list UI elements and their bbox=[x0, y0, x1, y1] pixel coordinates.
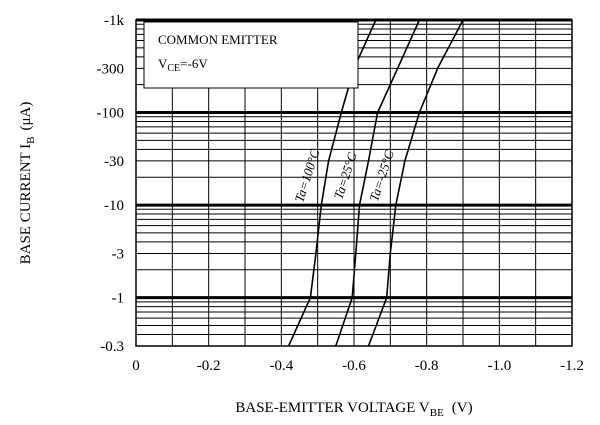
y-axis-title: BASE CURRENT IB (μA) bbox=[18, 102, 37, 265]
x-axis-title: BASE-EMITTER VOLTAGE VBE (V) bbox=[235, 400, 472, 419]
series-label: Ta=-25°C bbox=[366, 148, 397, 203]
y-axis-title-sub: B bbox=[25, 136, 37, 143]
x-axis-title-unit: (V) bbox=[452, 400, 473, 416]
legend-line-2: VCE=-6V bbox=[158, 56, 208, 74]
x-tick-label: -0.2 bbox=[197, 358, 221, 374]
y-tick-label: -3 bbox=[112, 246, 125, 262]
x-axis-title-main: BASE-EMITTER VOLTAGE V bbox=[235, 400, 430, 416]
y-tick-label: -300 bbox=[97, 61, 125, 77]
y-tick-label: -0.3 bbox=[100, 339, 124, 355]
series-label: Ta=25°C bbox=[331, 150, 360, 201]
y-tick-label: -1 bbox=[112, 291, 125, 307]
x-tick-label: 0 bbox=[132, 358, 140, 374]
legend-vce-sub: CE bbox=[167, 63, 180, 74]
legend-box: COMMON EMITTER VCE=-6V bbox=[143, 21, 359, 89]
x-tick-label: -0.8 bbox=[415, 358, 439, 374]
y-axis-title-main: BASE CURRENT I bbox=[18, 144, 34, 265]
y-tick-label: -10 bbox=[104, 198, 124, 214]
series-line bbox=[367, 19, 464, 347]
plot-frame bbox=[135, 19, 573, 347]
x-axis-title-sub: BE bbox=[430, 407, 444, 419]
x-tick-label: -1.0 bbox=[487, 358, 511, 374]
x-tick-label: -1.2 bbox=[560, 358, 584, 374]
y-axis-title-unit: (μA) bbox=[18, 102, 34, 131]
y-tick-label: -1k bbox=[104, 13, 124, 29]
x-tick-label: -0.4 bbox=[269, 358, 293, 374]
legend-background bbox=[143, 21, 359, 89]
legend-vce-main: V bbox=[158, 56, 168, 71]
tick-labels: 0 -0.2 -0.4 -0.6 -0.8 -1.0 -1.2 -0.3 -1 -3 -10 -30 -… bbox=[97, 13, 584, 374]
legend-vce-rest: =-6V bbox=[180, 56, 208, 71]
x-tick-label: -0.6 bbox=[342, 358, 366, 374]
y-tick-label: -100 bbox=[97, 106, 125, 122]
y-tick-label: -30 bbox=[104, 154, 124, 170]
legend-line-1: COMMON EMITTER bbox=[158, 32, 278, 47]
series-line bbox=[335, 19, 421, 347]
